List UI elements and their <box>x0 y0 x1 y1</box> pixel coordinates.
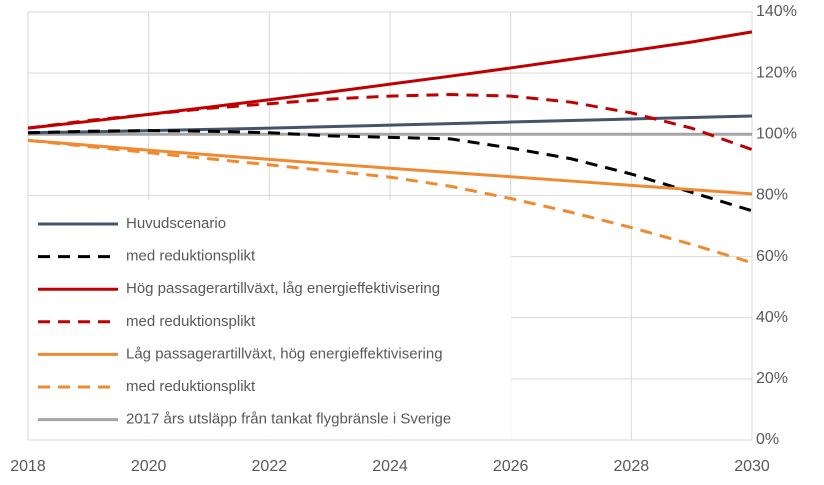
y-tick-label: 80% <box>756 187 788 204</box>
y-tick-label: 140% <box>756 3 797 20</box>
x-tick-label: 2028 <box>614 458 650 475</box>
y-tick-label: 40% <box>756 309 788 326</box>
y-tick-label: 0% <box>756 431 779 448</box>
plot-border <box>27 11 753 441</box>
series-line <box>27 30 753 130</box>
series-line <box>27 129 753 213</box>
series-line <box>27 138 753 196</box>
legend-box <box>29 200 511 439</box>
legend-label: Låg passagerartillväxt, hög energieffekt… <box>126 345 443 362</box>
legend-label: med reduktionsplikt <box>126 378 256 395</box>
x-tick-label: 2022 <box>252 458 288 475</box>
legend-label: 2017 års utsläpp från tankat flygbränsle… <box>126 411 451 428</box>
legend-label: Hög passagerartillväxt, låg energieffekt… <box>126 280 440 297</box>
legend-label: med reduktionsplikt <box>126 248 256 265</box>
series-line <box>27 138 753 265</box>
y-tick-label: 60% <box>756 248 788 265</box>
x-tick-label: 2020 <box>131 458 167 475</box>
x-tick-label: 2030 <box>734 458 770 475</box>
x-tick-label: 2018 <box>10 458 46 475</box>
x-tick-label: 2026 <box>493 458 529 475</box>
y-tick-label: 20% <box>756 370 788 387</box>
y-tick-label: 100% <box>756 126 797 143</box>
legend-label: med reduktionsplikt <box>126 313 256 330</box>
legend-label: Huvudscenario <box>126 215 226 232</box>
y-tick-label: 120% <box>756 64 797 81</box>
x-tick-label: 2024 <box>372 458 408 475</box>
